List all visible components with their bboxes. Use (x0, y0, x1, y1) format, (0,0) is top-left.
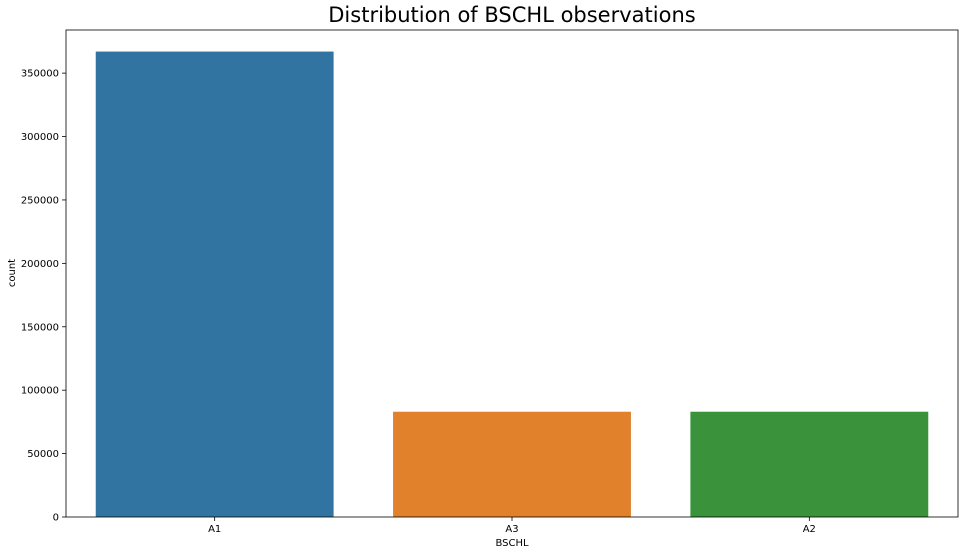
chart-title: Distribution of BSCHL observations (328, 3, 695, 27)
plot-area: A1 A3 A2 0 50000 100000 150000 200000 250000 3000… (21, 29, 959, 535)
bar-a3 (393, 411, 631, 517)
y-tick-label: 300000 (21, 132, 59, 143)
y-tick-label: 200000 (21, 259, 59, 270)
x-tick-label: A3 (505, 524, 518, 535)
bar-a1 (95, 51, 334, 517)
plot-frame (65, 29, 959, 518)
y-tick-label: 0 (53, 513, 59, 524)
y-tick-label: 100000 (21, 386, 59, 397)
y-tick-label: 150000 (21, 322, 59, 333)
x-tick-label: A2 (803, 524, 816, 535)
x-axis-label: BSCHL (495, 538, 529, 549)
y-tick-label: 250000 (21, 195, 59, 206)
y-axis-label: count (7, 259, 18, 287)
y-tick-label: 50000 (27, 449, 59, 460)
bar-a2 (690, 411, 929, 517)
x-tick-label: A1 (208, 524, 221, 535)
y-tick-label: 350000 (21, 69, 59, 80)
